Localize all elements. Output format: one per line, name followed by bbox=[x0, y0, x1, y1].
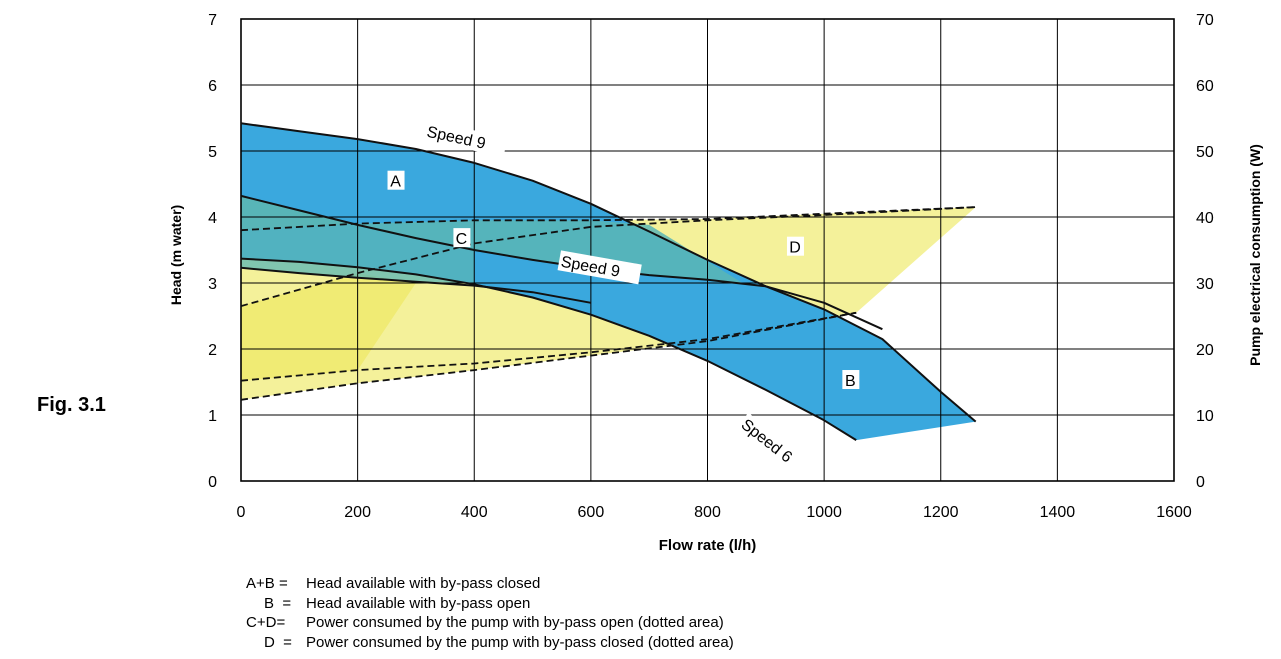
y2-tick-label: 60 bbox=[1196, 78, 1214, 95]
x-tick-label: 1000 bbox=[806, 504, 842, 521]
y2-tick-label: 10 bbox=[1196, 408, 1214, 425]
region-label: C bbox=[456, 231, 468, 248]
y2-tick-label: 20 bbox=[1196, 342, 1214, 359]
y2-tick-label: 30 bbox=[1196, 276, 1214, 293]
legend-key: D = bbox=[264, 633, 297, 651]
curve-label-group: Speed 6 bbox=[736, 412, 813, 479]
region-d-overlap bbox=[241, 273, 416, 381]
plot-frame bbox=[240, 18, 1175, 482]
head-curve bbox=[240, 122, 977, 423]
region-label-box bbox=[387, 170, 405, 190]
y2-tick-label: 50 bbox=[1196, 144, 1214, 161]
region-label: B bbox=[845, 373, 856, 390]
head-curve bbox=[240, 257, 857, 441]
region-a bbox=[241, 123, 976, 441]
x-tick-label: 200 bbox=[344, 504, 371, 521]
y-tick-label: 4 bbox=[208, 210, 217, 227]
legend-key: A+B = bbox=[246, 575, 292, 592]
region-label: D bbox=[789, 240, 801, 257]
x-tick-label: 800 bbox=[694, 504, 721, 521]
y2-tick-label: 70 bbox=[1196, 12, 1214, 29]
legend-key: B = bbox=[264, 594, 296, 612]
legend-entry: A+B = Head available with by-pass closed bbox=[246, 574, 734, 594]
x-tick-label: 1400 bbox=[1040, 504, 1076, 521]
power-curve bbox=[240, 206, 976, 307]
x-tick-label: 400 bbox=[461, 504, 488, 521]
x-tick-label: 600 bbox=[578, 504, 605, 521]
x-tick-label: 1200 bbox=[923, 504, 959, 521]
region-label: A bbox=[390, 174, 401, 191]
y-tick-label: 7 bbox=[208, 12, 217, 29]
power-curve bbox=[240, 311, 857, 382]
legend-entry: D = Power consumed by the pump with by-p… bbox=[246, 633, 734, 653]
head-curve bbox=[240, 266, 592, 304]
power-curve bbox=[240, 311, 857, 401]
region-label-box bbox=[786, 236, 804, 256]
legend-text: Power consumed by the pump with by-pass … bbox=[306, 614, 724, 631]
curve-label-box bbox=[557, 250, 642, 285]
y-tick-label: 6 bbox=[208, 78, 217, 95]
y-tick-label: 1 bbox=[208, 408, 217, 425]
power-curve bbox=[240, 206, 976, 232]
x-axis-label: Flow rate (l/h) bbox=[659, 537, 757, 554]
y2-axis-label: Pump electrical consumption (W) bbox=[1247, 144, 1263, 366]
legend-text: Head available with by-pass open bbox=[306, 594, 531, 612]
y-tick-label: 0 bbox=[208, 474, 217, 491]
legend-entry: B = Head available with by-pass open bbox=[246, 594, 734, 614]
y2-tick-label: 40 bbox=[1196, 210, 1214, 227]
y-tick-label: 3 bbox=[208, 276, 217, 293]
y2-tick-label: 0 bbox=[1196, 474, 1205, 491]
region-label-box bbox=[842, 370, 860, 390]
legend-text: Power consumed by the pump with by-pass … bbox=[306, 633, 734, 651]
curve-label-group: Speed 9 bbox=[423, 120, 508, 158]
region-label-box bbox=[453, 228, 471, 248]
legend-entry: C+D= Power consumed by the pump with by-… bbox=[246, 613, 734, 633]
legend-key: C+D= bbox=[246, 614, 290, 631]
chart: 0 200 400 600 800 1000 1200 1400 160001234567010… bbox=[168, 12, 1263, 554]
legend: A+B = Head available with by-pass closed… bbox=[246, 574, 734, 652]
y-tick-label: 5 bbox=[208, 144, 217, 161]
y-axis-label: Head (m water) bbox=[168, 205, 184, 305]
figure-label: Fig. 3.1 bbox=[37, 394, 106, 416]
legend-text: Head available with by-pass closed bbox=[306, 575, 541, 592]
curve-label-box bbox=[423, 120, 508, 158]
curve-label-box bbox=[736, 412, 813, 479]
y-tick-label: 2 bbox=[208, 342, 217, 359]
x-tick-label: 1600 bbox=[1156, 504, 1192, 521]
curve-label: Speed 6 bbox=[738, 416, 796, 466]
x-tick-label: 0 bbox=[237, 504, 246, 521]
